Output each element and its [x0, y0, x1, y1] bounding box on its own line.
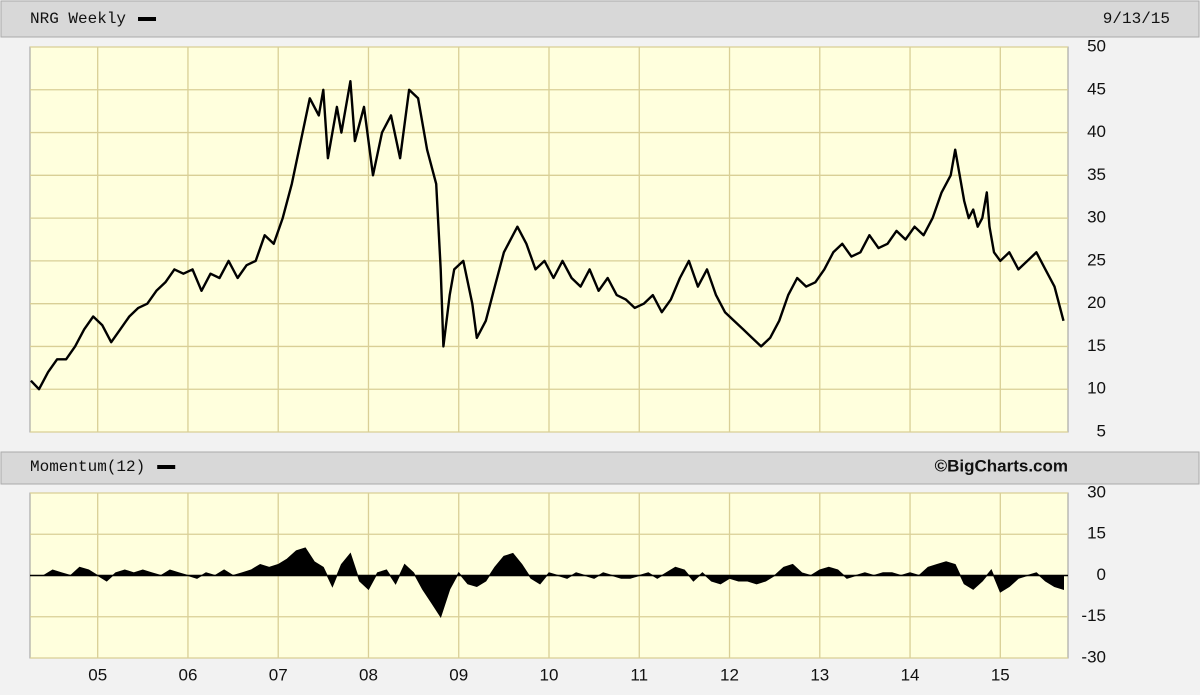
y-tick-label: -30	[1081, 647, 1106, 666]
x-tick-label: 12	[720, 665, 739, 684]
y-tick-label: 20	[1087, 293, 1106, 312]
legend-swatch	[157, 465, 176, 469]
legend-swatch	[138, 17, 157, 21]
y-tick-label: 50	[1087, 36, 1106, 55]
y-tick-label: 0	[1097, 565, 1106, 584]
y-tick-label: 40	[1087, 122, 1106, 141]
x-tick-label: 06	[178, 665, 197, 684]
y-tick-label: 15	[1087, 524, 1106, 543]
price-line	[30, 80, 1065, 391]
y-tick-label: 15	[1087, 336, 1106, 355]
y-tick-label: 35	[1087, 165, 1106, 184]
x-tick-label: 09	[449, 665, 468, 684]
legend-label: NRG Weekly	[30, 10, 126, 28]
y-tick-label: 25	[1087, 250, 1106, 269]
annotation: 9/13/15	[1103, 10, 1170, 28]
x-tick-label: 14	[901, 665, 920, 684]
x-tick-label: 07	[269, 665, 288, 684]
y-tick-label: -15	[1081, 606, 1106, 625]
header-bar	[0, 0, 1200, 38]
x-tick-label: 10	[540, 665, 559, 684]
x-tick-label: 13	[810, 665, 829, 684]
x-tick-label: 11	[630, 665, 648, 684]
y-tick-label: 30	[1087, 208, 1106, 227]
y-tick-label: 5	[1097, 421, 1106, 440]
annotation: ©BigCharts.com	[935, 456, 1068, 475]
y-tick-label: 30	[1087, 482, 1106, 501]
y-tick-label: 45	[1087, 79, 1106, 98]
x-tick-label: 15	[991, 665, 1010, 684]
legend-label: Momentum(12)	[30, 458, 145, 476]
momentum-area	[41, 547, 1064, 618]
header-bar	[0, 451, 1200, 485]
x-tick-label: 05	[88, 665, 107, 684]
x-tick-label: 08	[359, 665, 378, 684]
y-tick-label: 10	[1087, 379, 1106, 398]
